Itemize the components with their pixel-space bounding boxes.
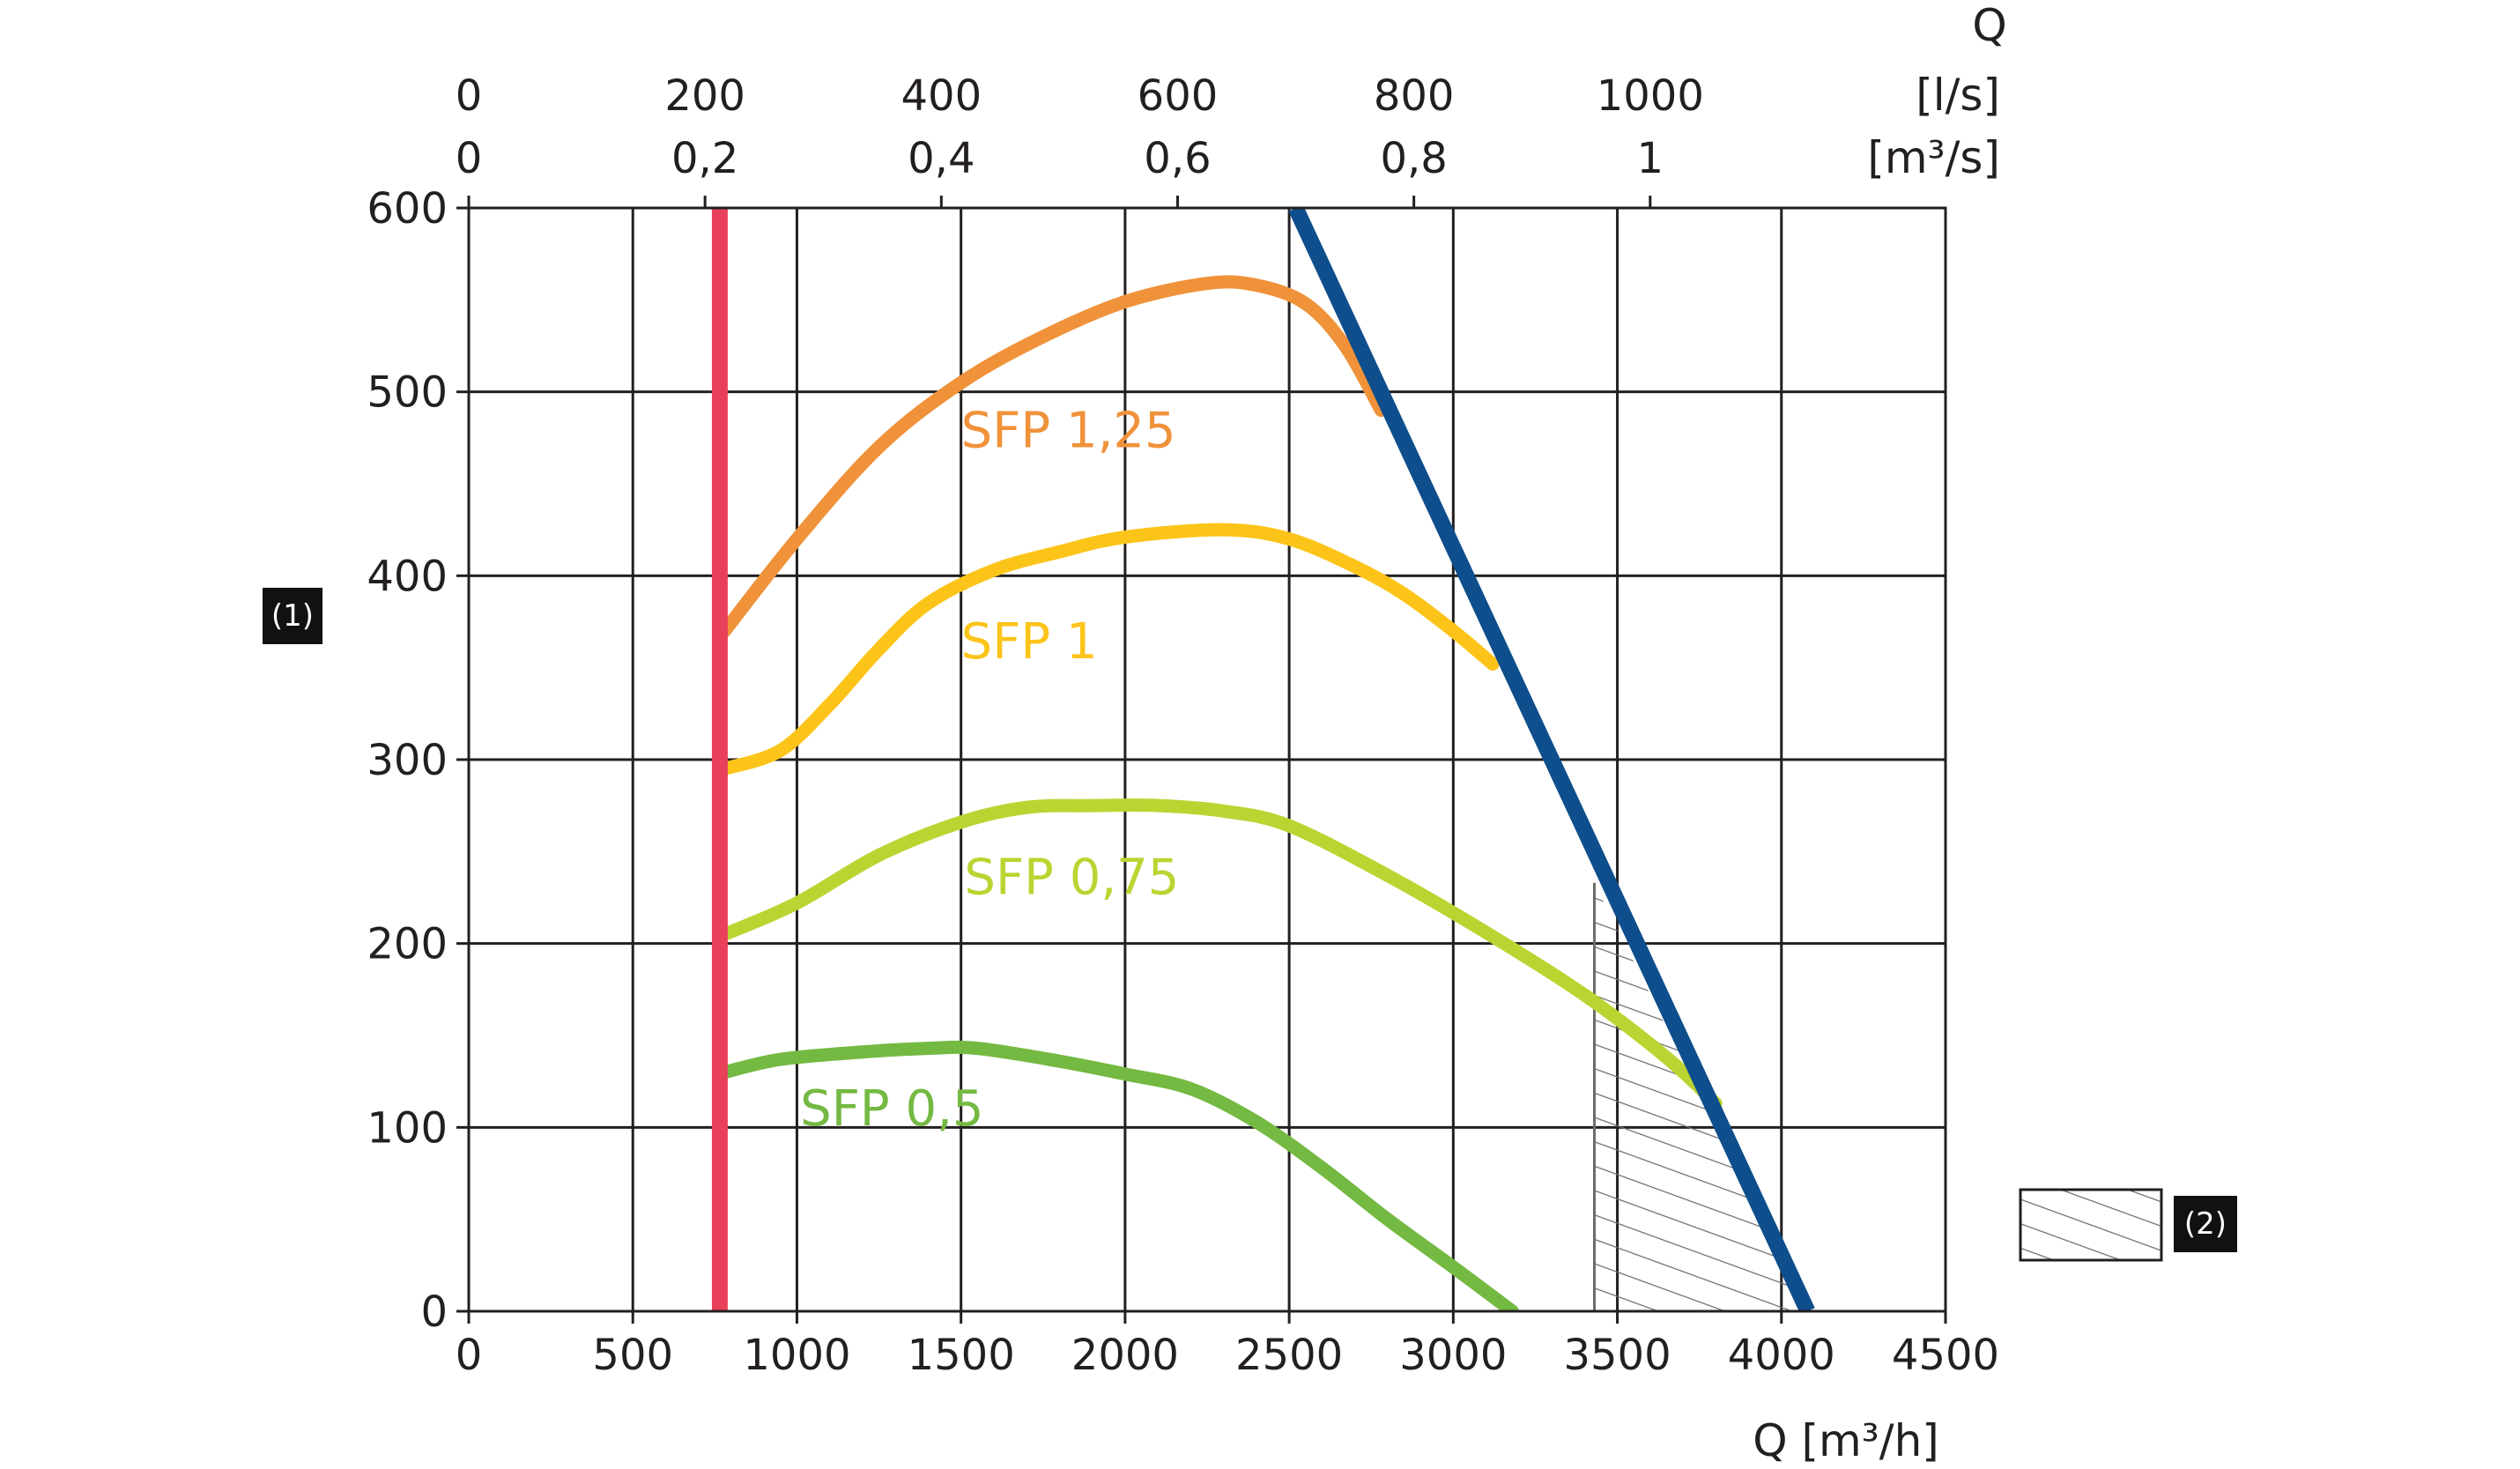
- top-tick-label-ls: 200: [664, 71, 745, 121]
- y-tick-label: 200: [367, 920, 448, 969]
- y-tick-label: 300: [367, 736, 448, 785]
- x-tick-label: 3000: [1399, 1331, 1507, 1380]
- y-axis-badge-label: (1): [271, 598, 314, 634]
- series-line-0: [718, 275, 1388, 638]
- top-tick-label-m3s: 0: [456, 134, 483, 183]
- series-line-2: [718, 798, 1723, 1110]
- series-line-3: [718, 1040, 1519, 1311]
- top-axis-title: Q: [1972, 0, 2006, 51]
- hatched-legend: (2): [2019, 1188, 2237, 1262]
- y-tick-label: 600: [367, 184, 448, 234]
- y-tick-label: 400: [367, 552, 448, 601]
- top-axis-ticks: 0 200 400 600 800 1000 0 0,2 0,4 0,6 0,8 1: [456, 71, 1704, 208]
- top-tick-label-ls: 0: [456, 71, 483, 121]
- y-axis-badge: (1): [263, 588, 322, 644]
- series-label-0: SFP 1,25: [961, 402, 1176, 459]
- series-labels: SFP 1,25 SFP 1 SFP 0,75 SFP 0,5: [800, 402, 1179, 1138]
- top-tick-label-ls: 400: [901, 71, 982, 121]
- x-tick-label: 2500: [1235, 1331, 1343, 1380]
- top-tick-label-ls: 800: [1374, 71, 1455, 121]
- x-tick-label: 4500: [1892, 1331, 1999, 1380]
- top-tick-label-m3s: 0,4: [908, 134, 975, 183]
- y-tick-label: 500: [367, 368, 448, 418]
- x-tick-label: 2000: [1071, 1331, 1179, 1380]
- x-axis-ticks: 0 500 1000 1500 2000 2500 3000 3500 4000 4500: [456, 1311, 1999, 1380]
- series-label-3: SFP 0,5: [800, 1080, 983, 1138]
- top-axis-unit-m3s: [m³/s]: [1867, 132, 2000, 183]
- x-tick-label: 4000: [1728, 1331, 1835, 1380]
- x-tick-label: 1000: [743, 1331, 850, 1380]
- y-tick-label: 0: [420, 1287, 448, 1337]
- top-tick-label-ls: 1000: [1597, 71, 1704, 121]
- series-label-2: SFP 0,75: [964, 849, 1179, 906]
- top-tick-label-ls: 600: [1138, 71, 1219, 121]
- x-tick-label: 0: [456, 1331, 483, 1380]
- top-axis-unit-ls: [l/s]: [1916, 70, 2000, 121]
- y-axis-ticks: 0 100 200 300 400 500 600: [367, 184, 469, 1337]
- series-lines: [718, 275, 1723, 1311]
- series-line-1: [718, 523, 1500, 775]
- series-label-1: SFP 1: [961, 613, 1098, 671]
- hatched-legend-badge: (2): [2184, 1206, 2227, 1242]
- x-tick-label: 500: [592, 1331, 673, 1380]
- top-tick-label-m3s: 0,2: [671, 134, 738, 183]
- hatched-legend-swatch: [2019, 1188, 2163, 1262]
- x-tick-label: 1500: [908, 1331, 1015, 1380]
- boundary-lines: [711, 208, 1815, 1311]
- boundary-line-1: [1288, 208, 1815, 1311]
- top-tick-label-m3s: 0,6: [1144, 134, 1211, 183]
- x-axis-title: Q [m³/h]: [1753, 1415, 1939, 1466]
- top-tick-label-m3s: 0,8: [1380, 134, 1447, 183]
- x-tick-label: 3500: [1563, 1331, 1671, 1380]
- y-tick-label: 100: [367, 1103, 448, 1153]
- top-tick-label-m3s: 1: [1637, 134, 1664, 183]
